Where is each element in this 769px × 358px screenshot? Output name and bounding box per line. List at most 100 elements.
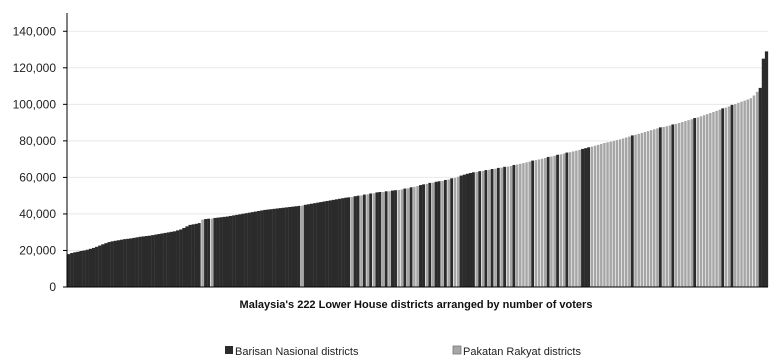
bar-barisan-nasional xyxy=(384,191,389,287)
bar-barisan-nasional xyxy=(244,213,248,287)
bar-barisan-nasional xyxy=(213,217,217,287)
bar-pakatan-rakyat xyxy=(714,110,719,288)
bar-pakatan-rakyat xyxy=(558,153,563,288)
bar-barisan-nasional xyxy=(144,236,149,287)
bar-pakatan-rakyat xyxy=(724,106,728,288)
bar-barisan-nasional xyxy=(478,171,482,287)
bar-pakatan-rakyat xyxy=(210,218,214,288)
bar-pakatan-rakyat xyxy=(667,124,672,288)
bar-pakatan-rakyat xyxy=(365,193,370,288)
bar-pakatan-rakyat xyxy=(674,123,679,288)
bar-pakatan-rakyat xyxy=(680,121,685,288)
bar-pakatan-rakyat xyxy=(752,94,756,288)
bar-barisan-nasional xyxy=(113,240,117,287)
bar-barisan-nasional xyxy=(207,218,211,287)
bar-barisan-nasional xyxy=(82,250,86,287)
bar-barisan-nasional xyxy=(496,167,501,287)
y-tick-label: 60,000 xyxy=(19,170,56,184)
bar-barisan-nasional xyxy=(266,209,270,287)
bar-barisan-nasional xyxy=(126,238,130,287)
bar-barisan-nasional xyxy=(141,236,146,287)
bar-pakatan-rakyat xyxy=(655,127,660,288)
bar-barisan-nasional xyxy=(219,217,223,287)
bar-barisan-nasional xyxy=(225,216,230,287)
bar-barisan-nasional xyxy=(188,224,192,287)
bar-barisan-nasional xyxy=(409,187,413,287)
bar-pakatan-rakyat xyxy=(615,139,619,288)
bar-pakatan-rakyat xyxy=(474,171,479,288)
bar-barisan-nasional xyxy=(73,252,77,287)
bar-barisan-nasional xyxy=(229,215,233,287)
bar-barisan-nasional xyxy=(166,232,170,287)
bar-barisan-nasional xyxy=(79,251,83,287)
bar-pakatan-rakyat xyxy=(621,137,626,288)
bar-pakatan-rakyat xyxy=(745,98,750,288)
legend-swatch-pr xyxy=(452,345,462,355)
bar-barisan-nasional xyxy=(347,197,351,287)
bar-pakatan-rakyat xyxy=(406,187,411,288)
bar-barisan-nasional xyxy=(322,201,326,287)
bar-pakatan-rakyat xyxy=(537,158,542,288)
bar-barisan-nasional xyxy=(160,233,164,287)
bar-barisan-nasional xyxy=(91,247,96,287)
bar-barisan-nasional xyxy=(285,207,289,287)
bar-barisan-nasional xyxy=(630,135,635,287)
bar-barisan-nasional xyxy=(182,228,186,287)
bar-barisan-nasional xyxy=(85,249,89,287)
bar-barisan-nasional xyxy=(238,214,242,287)
district-bars xyxy=(67,51,769,288)
bar-barisan-nasional xyxy=(110,241,114,287)
bar-pakatan-rakyat xyxy=(602,142,607,288)
bar-pakatan-rakyat xyxy=(599,143,604,288)
bar-barisan-nasional xyxy=(281,207,286,287)
bar-pakatan-rakyat xyxy=(711,111,716,288)
bar-pakatan-rakyat xyxy=(518,163,523,288)
gridlines xyxy=(67,30,768,251)
bar-barisan-nasional xyxy=(204,219,208,287)
bar-barisan-nasional xyxy=(362,194,367,287)
bar-pakatan-rakyat xyxy=(699,115,704,288)
bar-barisan-nasional xyxy=(428,182,432,287)
bar-pakatan-rakyat xyxy=(596,144,601,288)
bar-barisan-nasional xyxy=(148,235,152,287)
bar-pakatan-rakyat xyxy=(739,101,744,288)
bar-barisan-nasional xyxy=(179,229,183,287)
bar-pakatan-rakyat xyxy=(396,189,401,288)
bar-pakatan-rakyat xyxy=(646,130,651,288)
bar-barisan-nasional xyxy=(250,212,255,287)
bar-barisan-nasional xyxy=(587,147,591,287)
bar-barisan-nasional xyxy=(157,234,161,287)
bar-barisan-nasional xyxy=(472,172,476,287)
bar-barisan-nasional xyxy=(693,118,697,287)
bar-barisan-nasional xyxy=(671,124,675,288)
bar-barisan-nasional xyxy=(761,58,766,287)
bar-pakatan-rakyat xyxy=(717,109,722,288)
bar-barisan-nasional xyxy=(88,248,93,287)
bar-pakatan-rakyat xyxy=(543,157,548,288)
bar-pakatan-rakyat xyxy=(562,152,566,288)
bar-barisan-nasional xyxy=(450,178,454,287)
bar-pakatan-rakyat xyxy=(499,167,504,288)
bar-barisan-nasional xyxy=(341,198,345,287)
y-tick-label: 80,000 xyxy=(19,134,56,148)
bar-barisan-nasional xyxy=(512,164,516,287)
bar-barisan-nasional xyxy=(721,108,725,287)
bar-pakatan-rakyat xyxy=(624,136,629,288)
bar-pakatan-rakyat xyxy=(618,138,623,288)
bar-barisan-nasional xyxy=(462,174,466,287)
bar-barisan-nasional xyxy=(129,238,133,287)
bar-barisan-nasional xyxy=(169,231,174,287)
bar-pakatan-rakyat xyxy=(446,178,451,288)
bar-barisan-nasional xyxy=(235,214,239,287)
bar-barisan-nasional xyxy=(247,212,251,287)
bar-barisan-nasional xyxy=(104,243,108,287)
bar-pakatan-rakyat xyxy=(487,169,492,288)
legend: Barisan Nasional districts Pakatan Rakya… xyxy=(225,345,581,358)
bar-pakatan-rakyat xyxy=(505,165,510,288)
bar-pakatan-rakyat xyxy=(733,103,738,288)
bar-barisan-nasional xyxy=(465,173,470,287)
bar-barisan-nasional xyxy=(123,239,127,287)
bar-barisan-nasional xyxy=(356,195,361,287)
bar-barisan-nasional xyxy=(459,175,463,287)
bar-pakatan-rakyat xyxy=(440,180,445,288)
